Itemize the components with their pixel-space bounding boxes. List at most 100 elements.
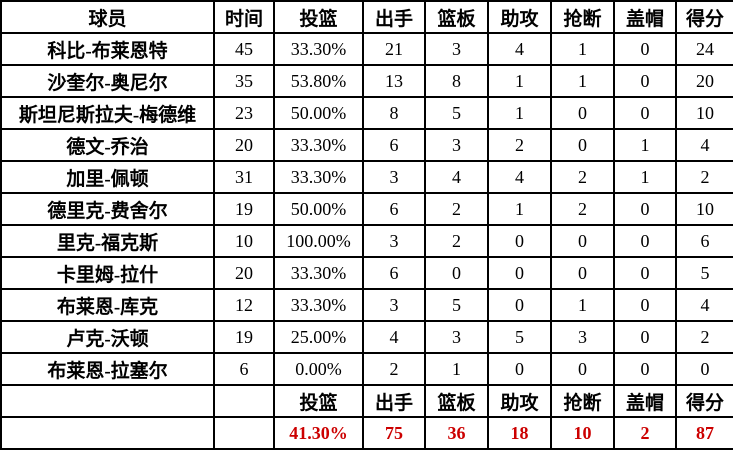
blocks-cell: 0 — [613, 96, 677, 130]
table-row: 卢克-沃顿 19 25.00% 4 3 5 3 0 2 — [0, 320, 733, 354]
player-name-cell: 斯坦尼斯拉夫-梅德维 — [0, 96, 215, 130]
player-name-cell: 德文-乔治 — [0, 128, 215, 162]
attempts-cell: 13 — [362, 64, 426, 98]
table-row: 卡里姆-拉什 20 33.30% 6 0 0 0 0 5 — [0, 256, 733, 290]
table-row: 德里克-费舍尔 19 50.00% 6 2 1 2 0 10 — [0, 192, 733, 226]
minutes-cell: 31 — [213, 160, 275, 194]
rebounds-cell: 1 — [424, 352, 489, 386]
attempts-cell: 6 — [362, 192, 426, 226]
minutes-cell: 23 — [213, 96, 275, 130]
minutes-cell: 6 — [213, 352, 275, 386]
minutes-cell: 19 — [213, 192, 275, 226]
player-name-cell: 沙奎尔-奥尼尔 — [0, 64, 215, 98]
assists-cell: 0 — [487, 288, 552, 322]
steals-cell: 2 — [550, 160, 615, 194]
total-steals: 10 — [550, 416, 615, 450]
table-row: 布莱恩-拉塞尔 6 0.00% 2 1 0 0 0 0 — [0, 352, 733, 386]
steals-cell: 0 — [550, 352, 615, 386]
fg-pct-cell: 53.80% — [273, 64, 364, 98]
assists-cell: 4 — [487, 32, 552, 66]
attempts-cell: 3 — [362, 160, 426, 194]
blocks-cell: 0 — [613, 192, 677, 226]
player-name-cell: 布莱恩-拉塞尔 — [0, 352, 215, 386]
points-cell: 2 — [675, 160, 733, 194]
points-cell: 20 — [675, 64, 733, 98]
fg-pct-cell: 50.00% — [273, 192, 364, 226]
table-row: 沙奎尔-奥尼尔 35 53.80% 13 8 1 1 0 20 — [0, 64, 733, 98]
minutes-cell: 35 — [213, 64, 275, 98]
points-cell: 5 — [675, 256, 733, 290]
player-name-cell: 布莱恩-库克 — [0, 288, 215, 322]
blocks-cell: 0 — [613, 256, 677, 290]
attempts-cell: 3 — [362, 224, 426, 258]
blocks-cell: 0 — [613, 288, 677, 322]
player-name-cell: 卢克-沃顿 — [0, 320, 215, 354]
totals-row: 41.30% 75 36 18 10 2 87 — [0, 416, 733, 450]
footer-empty-cell — [0, 384, 215, 418]
footer-label-rebounds: 篮板 — [424, 384, 489, 418]
points-cell: 10 — [675, 96, 733, 130]
rebounds-cell: 2 — [424, 192, 489, 226]
rebounds-cell: 2 — [424, 224, 489, 258]
footer-label-blocks: 盖帽 — [613, 384, 677, 418]
col-header-rebounds: 篮板 — [424, 0, 489, 34]
attempts-cell: 2 — [362, 352, 426, 386]
table-row: 斯坦尼斯拉夫-梅德维 23 50.00% 8 5 1 0 0 10 — [0, 96, 733, 130]
total-rebounds: 36 — [424, 416, 489, 450]
col-header-assists: 助攻 — [487, 0, 552, 34]
steals-cell: 0 — [550, 256, 615, 290]
rebounds-cell: 4 — [424, 160, 489, 194]
attempts-cell: 6 — [362, 128, 426, 162]
footer-label-fg-pct: 投篮 — [273, 384, 364, 418]
col-header-attempts: 出手 — [362, 0, 426, 34]
player-name-cell: 里克-福克斯 — [0, 224, 215, 258]
total-assists: 18 — [487, 416, 552, 450]
attempts-cell: 3 — [362, 288, 426, 322]
points-cell: 0 — [675, 352, 733, 386]
steals-cell: 1 — [550, 64, 615, 98]
total-attempts: 75 — [362, 416, 426, 450]
points-cell: 10 — [675, 192, 733, 226]
rebounds-cell: 3 — [424, 128, 489, 162]
footer-label-points: 得分 — [675, 384, 733, 418]
assists-cell: 2 — [487, 128, 552, 162]
rebounds-cell: 8 — [424, 64, 489, 98]
fg-pct-cell: 33.30% — [273, 128, 364, 162]
col-header-player: 球员 — [0, 0, 215, 34]
col-header-points: 得分 — [675, 0, 733, 34]
attempts-cell: 21 — [362, 32, 426, 66]
footer-label-assists: 助攻 — [487, 384, 552, 418]
points-cell: 6 — [675, 224, 733, 258]
blocks-cell: 0 — [613, 32, 677, 66]
rebounds-cell: 0 — [424, 256, 489, 290]
total-points: 87 — [675, 416, 733, 450]
steals-cell: 3 — [550, 320, 615, 354]
blocks-cell: 1 — [613, 128, 677, 162]
fg-pct-cell: 25.00% — [273, 320, 364, 354]
fg-pct-cell: 33.30% — [273, 160, 364, 194]
total-empty-cell — [213, 416, 275, 450]
points-cell: 2 — [675, 320, 733, 354]
fg-pct-cell: 100.00% — [273, 224, 364, 258]
attempts-cell: 8 — [362, 96, 426, 130]
table-row: 里克-福克斯 10 100.00% 3 2 0 0 0 6 — [0, 224, 733, 258]
assists-cell: 0 — [487, 224, 552, 258]
steals-cell: 0 — [550, 96, 615, 130]
blocks-cell: 0 — [613, 224, 677, 258]
fg-pct-cell: 50.00% — [273, 96, 364, 130]
rebounds-cell: 5 — [424, 96, 489, 130]
fg-pct-cell: 0.00% — [273, 352, 364, 386]
rebounds-cell: 5 — [424, 288, 489, 322]
fg-pct-cell: 33.30% — [273, 288, 364, 322]
table-row: 科比-布莱恩特 45 33.30% 21 3 4 1 0 24 — [0, 32, 733, 66]
rebounds-cell: 3 — [424, 320, 489, 354]
fg-pct-cell: 33.30% — [273, 32, 364, 66]
points-cell: 24 — [675, 32, 733, 66]
footer-label-steals: 抢断 — [550, 384, 615, 418]
footer-label-attempts: 出手 — [362, 384, 426, 418]
minutes-cell: 20 — [213, 256, 275, 290]
steals-cell: 2 — [550, 192, 615, 226]
assists-cell: 1 — [487, 96, 552, 130]
steals-cell: 0 — [550, 224, 615, 258]
attempts-cell: 4 — [362, 320, 426, 354]
